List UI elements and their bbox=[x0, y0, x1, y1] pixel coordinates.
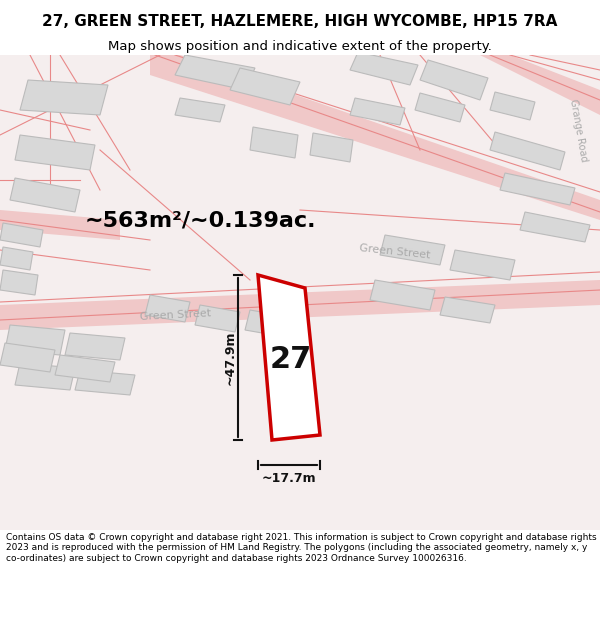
Polygon shape bbox=[10, 178, 80, 212]
Polygon shape bbox=[250, 127, 298, 158]
Polygon shape bbox=[380, 235, 445, 265]
Polygon shape bbox=[520, 212, 590, 242]
Polygon shape bbox=[0, 210, 120, 240]
Polygon shape bbox=[20, 80, 108, 115]
Polygon shape bbox=[490, 132, 565, 170]
Polygon shape bbox=[490, 92, 535, 120]
Polygon shape bbox=[230, 68, 300, 105]
Polygon shape bbox=[480, 55, 600, 115]
Polygon shape bbox=[440, 297, 495, 323]
Polygon shape bbox=[370, 280, 435, 310]
Text: ~563m²/~0.139ac.: ~563m²/~0.139ac. bbox=[84, 210, 316, 230]
Text: Map shows position and indicative extent of the property.: Map shows position and indicative extent… bbox=[108, 39, 492, 52]
Polygon shape bbox=[350, 52, 418, 85]
Text: Contains OS data © Crown copyright and database right 2021. This information is : Contains OS data © Crown copyright and d… bbox=[6, 533, 596, 562]
Polygon shape bbox=[175, 55, 255, 90]
Polygon shape bbox=[0, 280, 600, 330]
Polygon shape bbox=[350, 98, 405, 125]
Polygon shape bbox=[0, 343, 55, 372]
Polygon shape bbox=[15, 135, 95, 170]
Polygon shape bbox=[5, 325, 65, 355]
Text: ~17.7m: ~17.7m bbox=[262, 472, 316, 486]
Polygon shape bbox=[15, 363, 75, 390]
Polygon shape bbox=[420, 60, 488, 100]
Polygon shape bbox=[145, 295, 190, 322]
Polygon shape bbox=[0, 247, 33, 270]
Text: 27: 27 bbox=[270, 346, 312, 374]
Polygon shape bbox=[500, 173, 575, 205]
Polygon shape bbox=[258, 275, 320, 440]
Polygon shape bbox=[415, 93, 465, 122]
Polygon shape bbox=[0, 223, 43, 247]
Polygon shape bbox=[310, 133, 353, 162]
Text: 27, GREEN STREET, HAZLEMERE, HIGH WYCOMBE, HP15 7RA: 27, GREEN STREET, HAZLEMERE, HIGH WYCOMB… bbox=[43, 14, 557, 29]
Polygon shape bbox=[55, 355, 115, 382]
Polygon shape bbox=[75, 370, 135, 395]
Text: Green Street: Green Street bbox=[359, 243, 431, 261]
Polygon shape bbox=[150, 55, 600, 220]
Polygon shape bbox=[65, 333, 125, 360]
Polygon shape bbox=[245, 310, 290, 337]
Text: ~47.9m: ~47.9m bbox=[223, 331, 236, 385]
Polygon shape bbox=[195, 305, 240, 332]
Text: Grange Road: Grange Road bbox=[568, 98, 589, 162]
Text: Green Street: Green Street bbox=[139, 308, 211, 322]
Polygon shape bbox=[450, 250, 515, 280]
Polygon shape bbox=[175, 98, 225, 122]
Polygon shape bbox=[0, 270, 38, 295]
